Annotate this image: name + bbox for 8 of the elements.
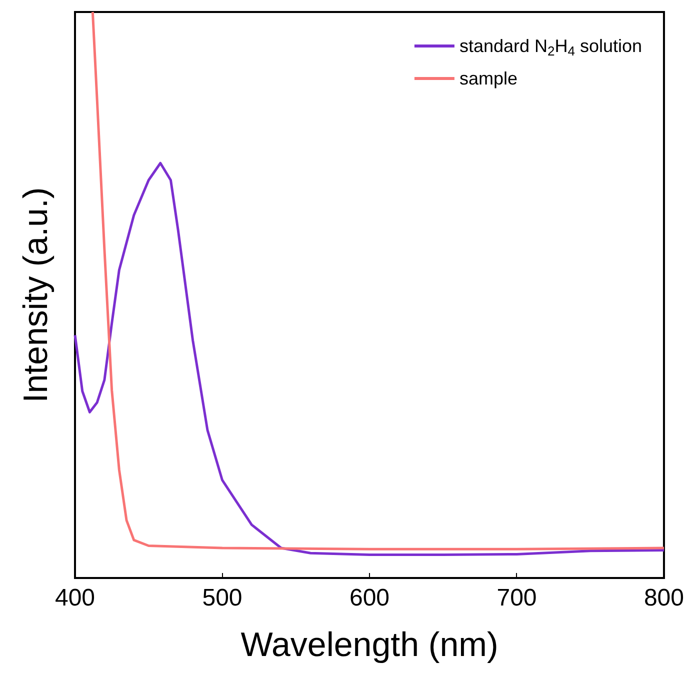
x-tick-label: 800 xyxy=(644,584,684,612)
legend-label: sample xyxy=(459,68,518,88)
x-tick-label: 700 xyxy=(496,584,537,612)
x-axis-title: Wavelength (nm) xyxy=(240,626,498,664)
x-tick-label: 500 xyxy=(202,584,242,612)
x-tick-label: 400 xyxy=(54,584,96,612)
x-tick-label: 600 xyxy=(349,584,390,612)
y-axis-title: Intensity (a.u.) xyxy=(17,187,55,403)
